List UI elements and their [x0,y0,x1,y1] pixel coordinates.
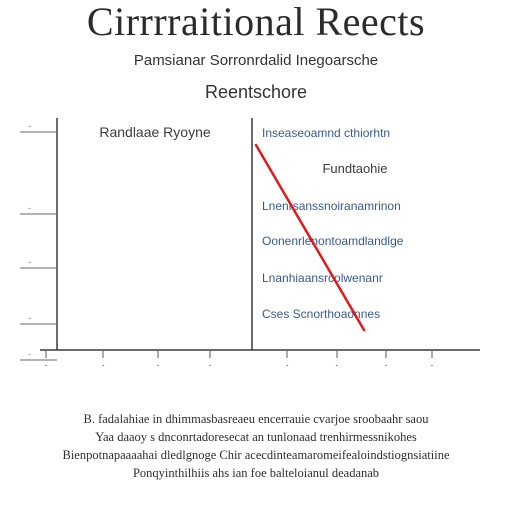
legend-entry: Inseaseoamnd cthiorhtn [262,126,390,140]
chart-subtitle: Pamsianar Sorronrdalid Inegoarsche [133,52,379,69]
x-tick-label: - [286,360,289,370]
caption-line: Ponqyinthilhiis ahs ian foe balteloianul… [132,466,380,480]
legend-entry: Cses Scnorthoaonnes [262,307,380,321]
right-panel-header: Fundtaohie [322,161,387,176]
page-title: Cirrrraitional Reects [86,0,426,44]
x-tick-label: - [209,360,212,370]
y-tick-label: - [28,203,31,213]
x-tick-label: - [102,360,105,370]
caption-line: Yaa daaoy s dnconrtadoresecat an tunlona… [95,430,417,444]
x-tick-label: - [385,360,388,370]
trend-line [254,143,366,332]
y-tick-label: - [28,349,31,359]
left-panel-header: Randlaae Ryoyne [99,124,211,140]
y-tick-label: - [28,257,31,267]
legend-entry: Lnenrsanssnoiranamrinon [262,199,401,213]
x-tick-label: - [336,360,339,370]
x-tick-label: - [431,360,434,370]
caption-text: B. fadalahiae in dhimmasbasreaeu encerra… [30,410,482,482]
caption-line: Bienpotnapaaaahai dledlgnoge Chir acecdi… [62,448,450,462]
legend-entry: Lnanhiaansrcolwenanr [262,271,383,285]
x-tick-label: - [45,360,48,370]
x-tick-label: - [157,360,160,370]
caption-line: B. fadalahiae in dhimmasbasreaeu encerra… [83,412,429,426]
y-tick-label: - [28,121,31,131]
y-tick-label: - [28,313,31,323]
chart-subtitle-secondary: Reentschore [204,82,308,102]
legend-entry: Oonenrlenontoamdlandlge [262,234,404,248]
